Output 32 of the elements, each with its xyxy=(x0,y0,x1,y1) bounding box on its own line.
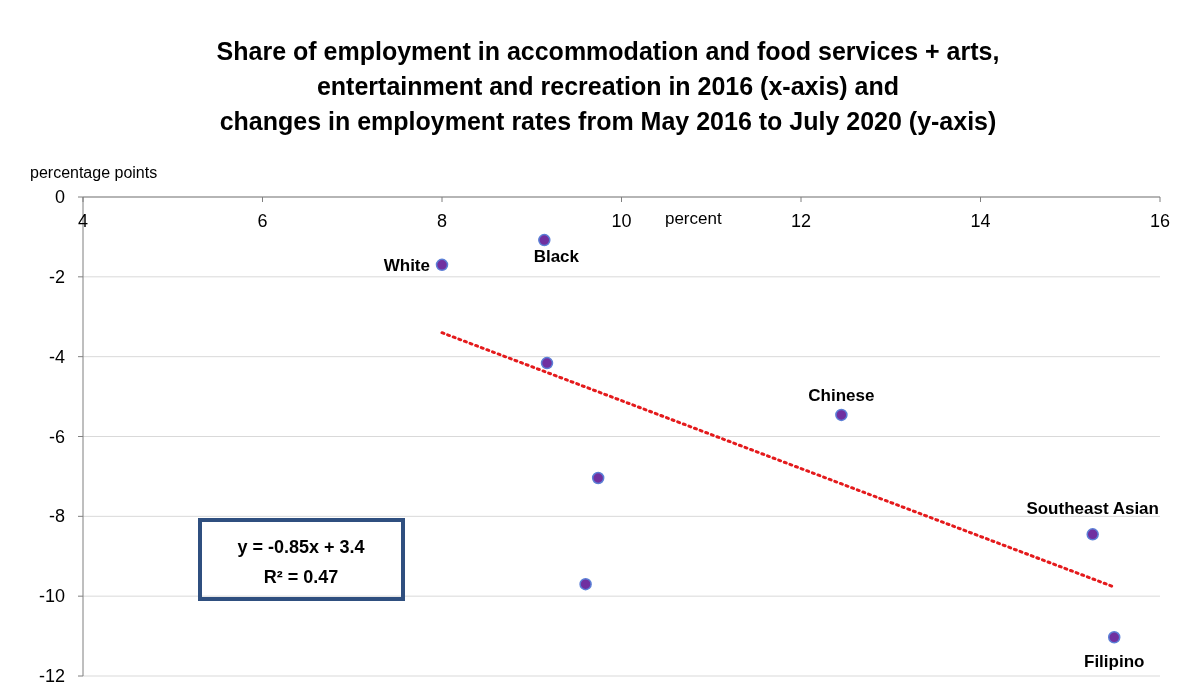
annotation: Black xyxy=(533,247,580,267)
point xyxy=(835,408,848,422)
point xyxy=(1086,528,1099,541)
point xyxy=(579,577,592,591)
y-tick-label: -12 xyxy=(38,666,65,686)
annotation: Filipino xyxy=(1084,652,1145,672)
x-tick-label: 6 xyxy=(257,211,268,231)
annotation: R² = 0.47 xyxy=(263,567,339,587)
x-tick-label: 10 xyxy=(611,211,632,231)
y-axis-title: percentage points xyxy=(30,164,158,181)
point xyxy=(1107,631,1121,644)
y-tick-label: -6 xyxy=(48,426,65,447)
chart-title: Share of employment in accommodation and food services + arts, entertainment and recreation in 2016 (x-axis) and changes in employment rates from May 2016 to July 2020 (y-axis) xyxy=(216,37,1000,135)
annotation: y = -0.85x + 3.4 xyxy=(237,537,365,557)
y-tick-label: -2 xyxy=(48,266,65,287)
y-tick-label: -4 xyxy=(48,346,65,367)
point xyxy=(435,258,449,272)
x-tick-label: 4 xyxy=(77,211,89,231)
point xyxy=(538,233,551,247)
x-tick-label: 8 xyxy=(436,211,448,231)
y-tick-label: 0 xyxy=(54,187,65,207)
point xyxy=(540,356,554,370)
point xyxy=(591,471,605,485)
annotation: Southeast Asian xyxy=(1026,499,1159,519)
annotation: White xyxy=(383,255,430,275)
x-tick-label: 14 xyxy=(970,211,991,231)
x-tick-label: 16 xyxy=(1149,211,1171,231)
annotation: Chinese xyxy=(808,385,875,405)
y-tick-label: -10 xyxy=(38,586,65,607)
x-axis-title: percent xyxy=(664,209,722,228)
x-tick-label: 12 xyxy=(790,211,812,231)
y-tick-label: -8 xyxy=(48,506,65,527)
